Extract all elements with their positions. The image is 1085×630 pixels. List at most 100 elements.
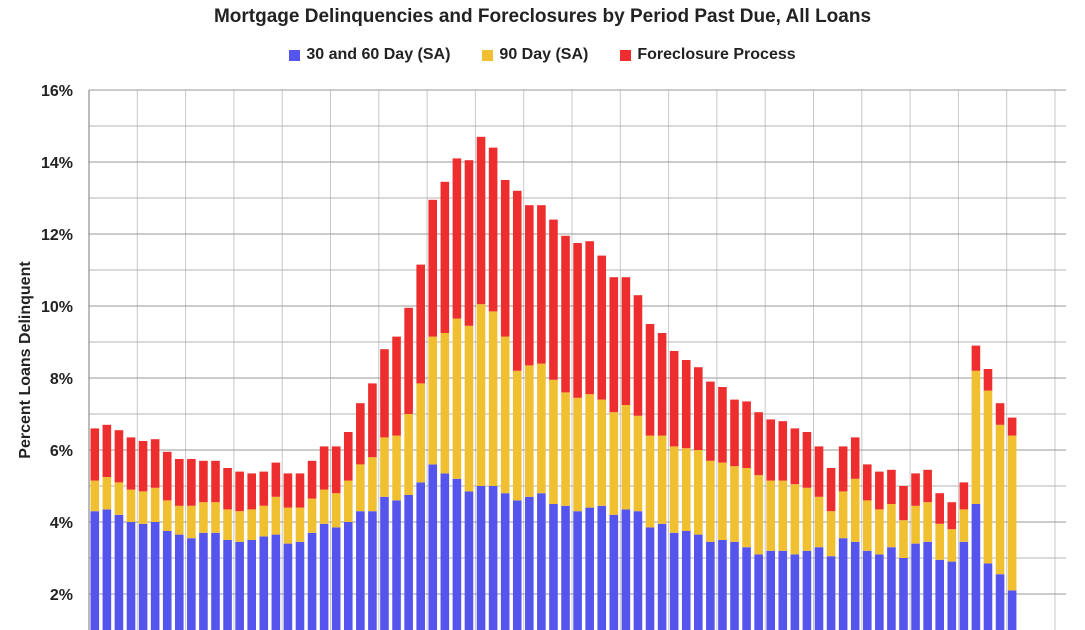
bar-foreclosure [838,446,848,492]
bar-foreclosure [90,428,100,481]
bar-foreclosure [814,446,824,497]
bar-foreclosure [488,147,498,312]
bar-30-60-day [585,507,594,630]
bar-foreclosure [211,460,220,503]
legend-swatch-90-day [482,49,494,61]
bar-30-60-day [742,547,751,630]
bar-foreclosure [428,199,438,337]
bar-30-60-day [102,509,112,630]
bar-30-60-day [573,511,582,630]
bar-foreclosure [102,424,112,477]
bar-foreclosure [742,401,751,468]
bar-90-day [609,412,619,515]
bar-foreclosure [585,241,594,395]
bar-90-day [983,390,993,564]
y-tick-label: 8% [50,371,73,388]
bar-30-60-day [850,541,860,630]
bar-30-60-day [718,540,727,630]
bar-90-day [862,500,872,551]
bar-90-day [307,498,317,533]
bar-30-60-day [730,541,739,630]
bar-foreclosure [162,451,172,501]
bar-90-day [452,318,462,479]
bar-90-day [838,491,848,539]
bar-90-day [935,523,944,560]
bar-foreclosure [271,462,281,497]
bar-30-60-day [681,531,691,630]
y-tick-label: 16% [41,83,73,100]
bar-90-day [923,502,932,542]
bar-30-60-day [971,504,981,630]
bar-30-60-day [90,511,100,630]
bar-90-day [343,480,353,522]
legend-label-foreclosure: Foreclosure Process [637,46,796,63]
bar-foreclosure [995,403,1005,425]
y-tick-label: 14% [41,155,73,172]
bar-30-60-day [404,495,413,630]
bar-90-day [211,502,220,533]
bar-90-day [657,435,667,524]
bar-90-day [754,475,763,555]
bar-foreclosure [114,430,124,483]
bar-foreclosure [971,345,981,371]
bar-30-60-day [114,514,124,630]
y-tick-label: 10% [41,299,73,316]
bar-30-60-day [416,482,425,630]
bar-30-60-day [500,493,510,630]
bar-foreclosure [911,473,920,506]
bar-foreclosure [621,277,631,405]
bar-30-60-day [283,543,293,630]
bar-foreclosure [368,383,377,458]
bar-foreclosure [126,437,136,490]
bar-foreclosure [452,158,462,319]
bar-90-day [356,464,365,512]
bar-foreclosure [549,219,558,380]
bar-30-60-day [537,493,546,630]
bar-30-60-day [452,478,462,630]
bar-90-day [199,502,208,533]
bar-90-day [428,336,438,465]
bar-90-day [295,507,305,542]
bar-30-60-day [464,491,474,630]
bar-90-day [911,505,920,544]
bar-30-60-day [826,556,836,630]
bar-30-60-day [525,496,534,630]
bar-30-60-day [923,541,932,630]
bar-foreclosure [343,432,353,481]
bar-foreclosure [887,469,896,504]
bar-30-60-day [875,554,884,630]
bar-90-day [512,370,522,501]
legend-item-30-60-day: 30 and 60 Day (SA) [289,46,450,64]
bar-90-day [380,437,389,497]
bar-90-day [681,448,691,531]
bar-foreclosure [706,381,715,461]
bar-30-60-day [295,541,305,630]
bar-30-60-day [211,532,220,630]
bar-30-60-day [235,541,244,630]
bar-foreclosure [283,473,293,508]
y-tick-label: 2% [50,587,73,604]
bar-30-60-day [694,534,703,630]
bar-90-day [90,480,100,512]
bar-30-60-day [307,532,317,630]
bar-foreclosure [802,432,812,488]
bar-foreclosure [923,469,932,503]
bar-90-day [464,325,474,492]
bar-90-day [114,482,124,515]
bar-foreclosure [174,459,184,506]
bar-90-day [488,311,498,486]
bar-foreclosure [295,473,305,508]
bar-90-day [319,489,329,524]
bar-90-day [283,507,293,544]
bar-30-60-day [669,532,679,630]
bar-30-60-day [802,550,812,630]
bar-30-60-day [766,550,776,630]
legend-item-foreclosure: Foreclosure Process [620,46,796,64]
legend-swatch-30-60-day [289,49,301,61]
bar-90-day [331,493,341,528]
bar-foreclosure [766,419,776,481]
bar-90-day [500,336,510,494]
bar-30-60-day [319,523,329,630]
bar-30-60-day [162,531,172,630]
